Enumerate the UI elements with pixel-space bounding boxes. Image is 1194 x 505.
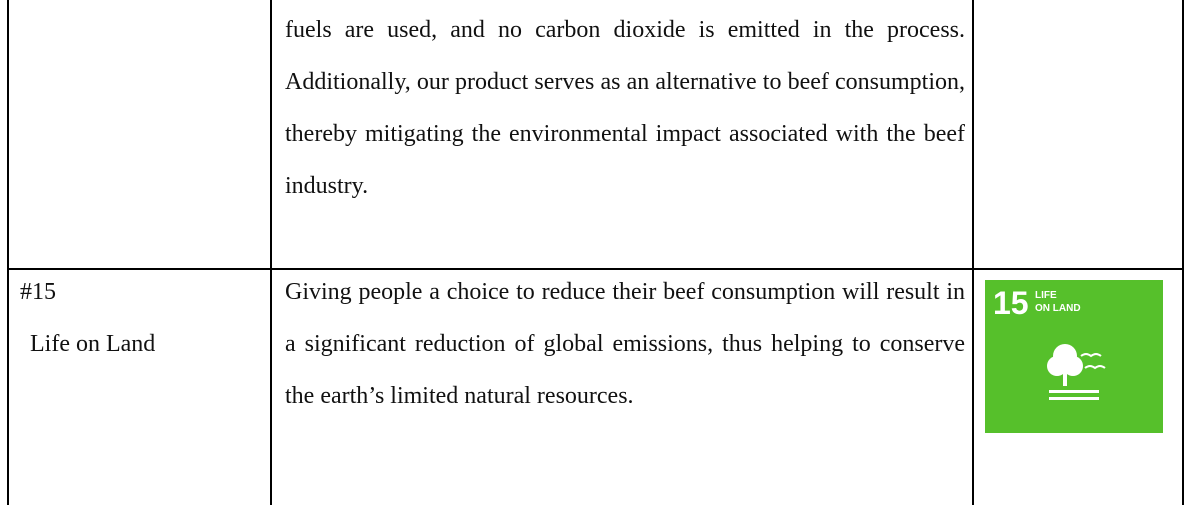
goal-name: Life on Land [30,331,156,357]
table-border [1182,0,1184,505]
icon-tree [1047,344,1099,400]
table-border [270,0,272,505]
table-border [7,268,1183,270]
icon-number: 15 [993,285,1029,321]
icon-label: ON LAND [1035,303,1081,314]
table-border [972,0,974,505]
cell-text: Giving people a choice to reduce their b… [285,279,965,409]
sdg-icon: 15 LIFE ON LAND [985,280,1163,433]
icon-label: LIFE [1035,290,1057,301]
cell-text: fuels are used, and no carbon dioxide is… [285,17,965,199]
goal-number: #15 [20,279,56,305]
table-border [7,0,9,505]
icon-birds [1080,353,1106,370]
